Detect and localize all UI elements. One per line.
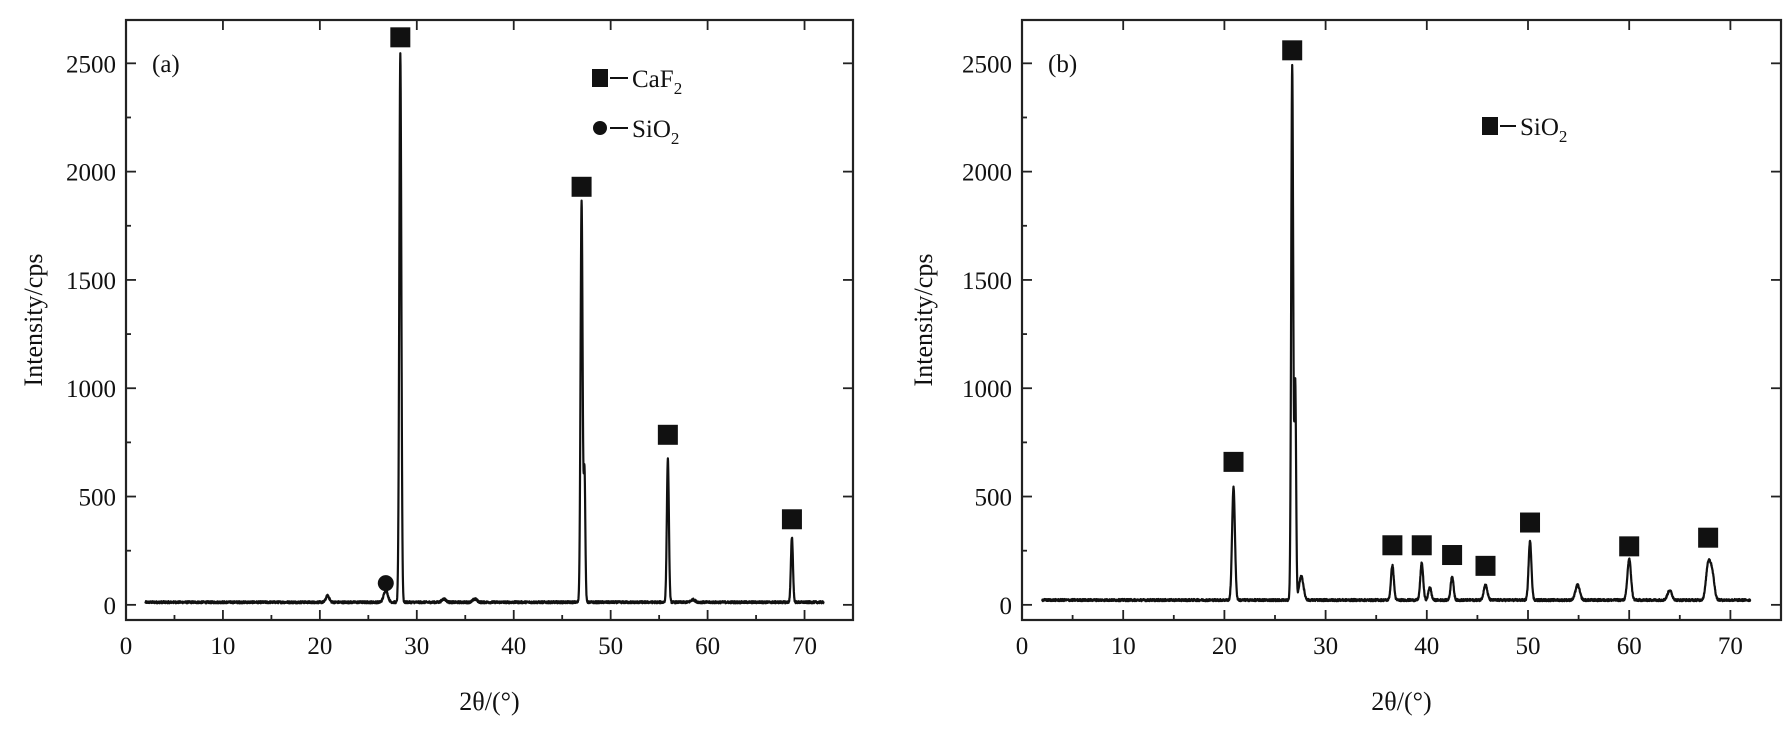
x-tick-label: 10	[1111, 633, 1136, 660]
x-tick-label: 0	[120, 633, 133, 660]
y-tick-label: 2500	[66, 51, 116, 78]
x-tick-label: 40	[501, 633, 526, 660]
x-tick-label: 60	[1617, 633, 1642, 660]
panel-label: (a)	[152, 51, 180, 78]
x-tick-label: 30	[404, 633, 429, 660]
peak-marker-square	[1411, 535, 1432, 556]
y-tick-label: 1500	[962, 268, 1012, 295]
y-tick-label: 500	[79, 485, 117, 512]
legend-label: CaF2	[632, 66, 682, 98]
peak-marker-square	[1442, 545, 1463, 566]
plot-frame	[124, 18, 855, 622]
y-tick-label: 2500	[962, 51, 1012, 78]
y-tick-label: 2000	[66, 160, 116, 187]
x-axis-label: 2θ/(°)	[459, 687, 519, 716]
y-tick-label: 2000	[962, 160, 1012, 187]
peak-marker-square	[571, 176, 592, 197]
legend-label: SiO2	[632, 116, 679, 148]
peak-marker-square	[1382, 535, 1403, 556]
x-tick-label: 30	[1313, 633, 1338, 660]
xrd-trace	[1041, 63, 1752, 603]
panel-label: (b)	[1048, 51, 1077, 78]
peak-marker-circle	[377, 575, 394, 592]
x-tick-label: 20	[1212, 633, 1237, 660]
legend-square-marker	[592, 69, 608, 87]
panel-b: 0 10 20 30 40 50 60 70 0 500 1000 1500 2000 2500 Inten…	[909, 18, 1783, 716]
peak-marker-square	[657, 424, 678, 445]
peak-marker-square	[1223, 451, 1244, 472]
x-tick-label: 50	[598, 633, 623, 660]
legend-circle-marker	[593, 121, 607, 135]
x-tick-label: 0	[1016, 633, 1029, 660]
legend-label: SiO2	[1520, 114, 1567, 146]
peak-marker-square	[781, 509, 802, 530]
x-tick-label: 40	[1414, 633, 1439, 660]
peak-marker-square	[1619, 536, 1640, 557]
y-tick-label: 0	[1000, 593, 1013, 620]
legend-entry: SiO2	[1482, 114, 1567, 146]
legend-entry: SiO2	[593, 116, 679, 148]
peak-marker-square	[1698, 527, 1719, 548]
x-tick-label: 60	[695, 633, 720, 660]
y-tick-label: 1500	[66, 268, 116, 295]
y-tick-label: 1000	[962, 376, 1012, 403]
panel-a: 0 10 20 30 40 50 60 70 0 500 1000 1500 2000 2500 Inten…	[19, 18, 855, 716]
x-tick-label: 50	[1516, 633, 1541, 660]
peak-marker-square	[390, 27, 411, 48]
y-axis-label: Intensity/cps	[19, 254, 48, 387]
x-tick-label: 70	[1718, 633, 1743, 660]
legend-square-marker	[1482, 117, 1498, 135]
x-tick-label: 20	[307, 633, 332, 660]
y-tick-label: 0	[104, 593, 117, 620]
x-tick-label: 10	[210, 633, 235, 660]
y-axis-label: Intensity/cps	[909, 254, 938, 387]
peak-marker-square	[1282, 40, 1303, 61]
y-tick-label: 1000	[66, 376, 116, 403]
plot-frame	[1020, 18, 1783, 622]
y-tick-label: 500	[975, 485, 1013, 512]
peak-marker-square	[1520, 512, 1541, 533]
legend-entry: CaF2	[592, 66, 682, 98]
x-axis-label: 2θ/(°)	[1371, 687, 1431, 716]
xrd-trace	[144, 52, 825, 605]
x-tick-label: 70	[792, 633, 817, 660]
peak-marker-square	[1475, 555, 1496, 576]
